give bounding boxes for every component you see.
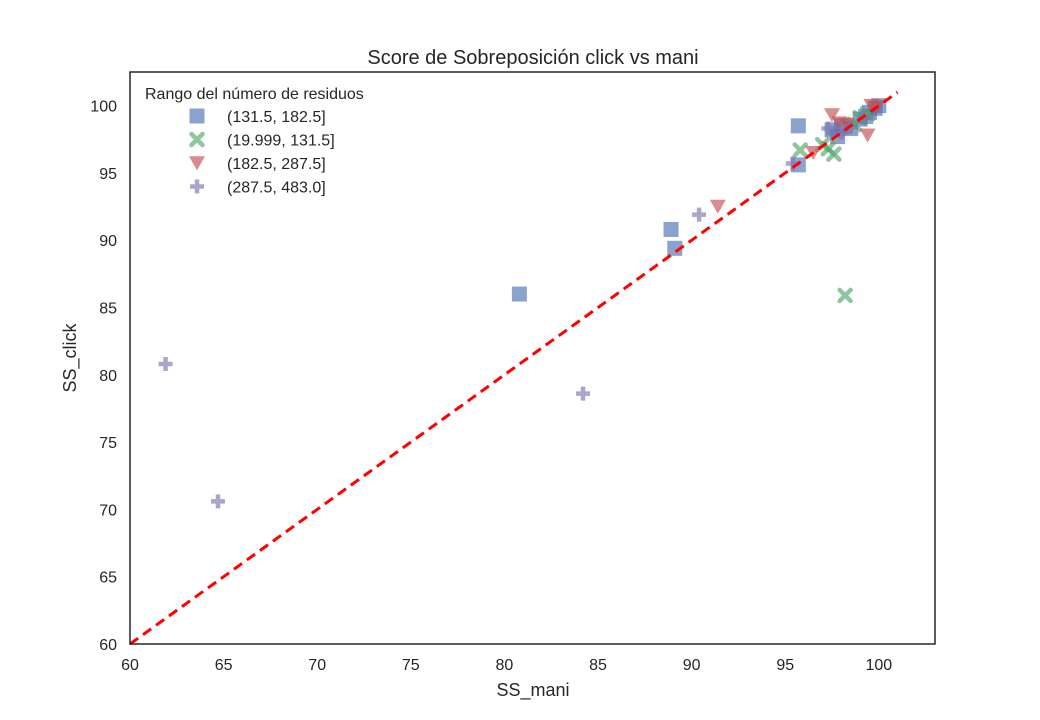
data-point <box>709 199 726 214</box>
plot-area <box>129 90 899 646</box>
y-axis-label: SS_click <box>60 322 81 392</box>
x-axis-label: SS_mani <box>496 680 569 701</box>
x-tick-label: 75 <box>402 657 420 674</box>
x-tick-label: 65 <box>215 657 233 674</box>
legend: Rango del número de residuos (131.5, 182… <box>145 86 364 197</box>
x-tick-label: 85 <box>589 657 607 674</box>
x-tick-label: 80 <box>496 657 514 674</box>
legend-marker <box>189 131 205 148</box>
axes-frame <box>129 71 936 645</box>
axis-ticks: 60 65 70 75 80 85 90 95 100 60 65 70 75 80 85 90 95 100 <box>90 99 892 674</box>
data-point <box>667 240 683 256</box>
y-tick-label: 100 <box>90 99 117 116</box>
x-tick-label: 90 <box>683 657 701 674</box>
legend-marker <box>189 156 205 171</box>
data-point <box>790 118 806 134</box>
y-tick-label: 65 <box>99 570 117 587</box>
x-tick-label: 95 <box>776 657 794 674</box>
legend-label: (131.5, 182.5] <box>227 109 326 126</box>
data-point <box>576 386 591 401</box>
legend-title: Rango del número de residuos <box>145 86 364 103</box>
data-point <box>837 287 853 304</box>
y-tick-label: 90 <box>99 233 117 250</box>
data-point <box>792 142 808 158</box>
data-point <box>210 494 225 509</box>
x-tick-label: 70 <box>308 657 326 674</box>
y-tick-label: 70 <box>99 502 117 519</box>
data-point <box>158 357 173 372</box>
legend-marker <box>189 108 205 124</box>
y-tick-label: 80 <box>99 368 117 385</box>
legend-label: (19.999, 131.5] <box>227 133 335 150</box>
data-point <box>821 121 836 136</box>
y-tick-label: 85 <box>99 301 117 318</box>
y-tick-label: 75 <box>99 435 117 452</box>
legend-label: (287.5, 483.0] <box>227 180 326 197</box>
data-point <box>824 108 841 123</box>
data-point <box>859 128 876 143</box>
y-tick-label: 60 <box>99 637 117 654</box>
identity-reference-line <box>129 90 899 646</box>
data-point <box>834 125 849 140</box>
legend-label: (182.5, 287.5] <box>227 156 326 173</box>
x-tick-label: 60 <box>121 657 139 674</box>
legend-marker <box>190 179 204 194</box>
legend-items: (131.5, 182.5] (19.999, 131.5] (182.5, 287… <box>189 108 335 197</box>
data-point <box>826 146 842 162</box>
data-point <box>663 221 679 237</box>
x-tick-label: 100 <box>865 657 892 674</box>
data-point <box>511 286 527 302</box>
data-point <box>692 207 707 222</box>
y-tick-label: 95 <box>99 166 117 183</box>
chart-title: Score de Sobreposición click vs mani <box>367 47 698 69</box>
